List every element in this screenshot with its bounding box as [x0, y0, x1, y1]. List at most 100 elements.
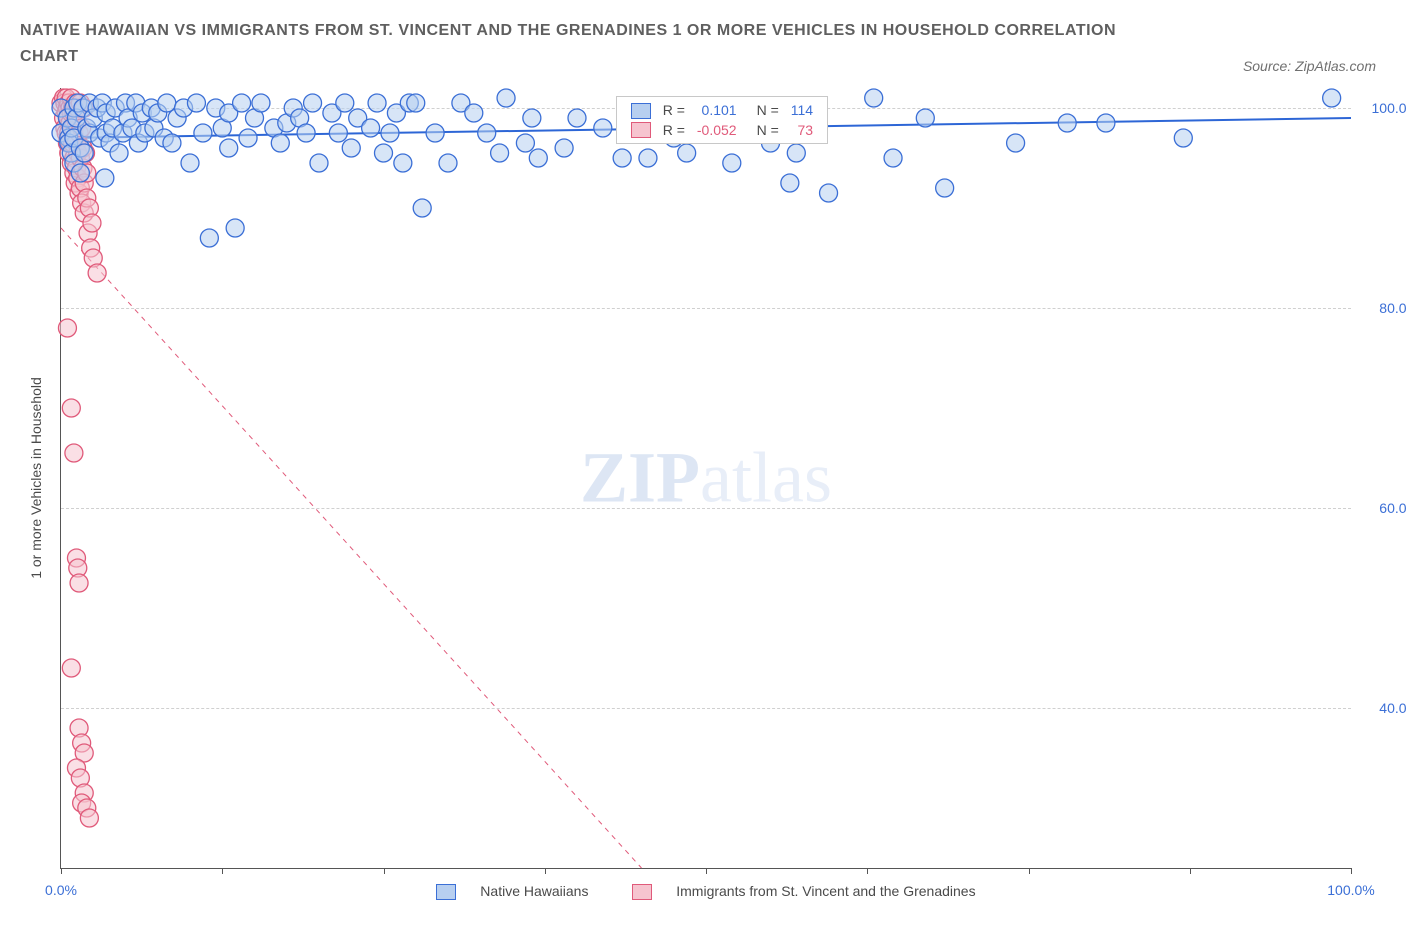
data-point [336, 94, 354, 112]
legend-item-1: Native Hawaiians [426, 883, 602, 899]
data-point [220, 139, 238, 157]
data-point [187, 94, 205, 112]
x-tick [867, 868, 868, 874]
data-point [516, 134, 534, 152]
r-value-1: 0.101 [691, 101, 743, 120]
data-point [200, 229, 218, 247]
data-point [426, 124, 444, 142]
data-point [787, 144, 805, 162]
data-point [781, 174, 799, 192]
data-point [329, 124, 347, 142]
data-point [639, 149, 657, 167]
x-tick [1351, 868, 1352, 874]
data-point [239, 129, 257, 147]
data-point [96, 169, 114, 187]
y-axis-label: 1 or more Vehicles in Household [28, 377, 44, 579]
data-point [62, 659, 80, 677]
x-tick [61, 868, 62, 874]
x-tick [545, 868, 546, 874]
data-point [75, 144, 93, 162]
x-tick-label: 100.0% [1327, 882, 1374, 898]
data-point [413, 199, 431, 217]
data-point [233, 94, 251, 112]
data-point [362, 119, 380, 137]
series-legend: Native Hawaiians Immigrants from St. Vin… [61, 883, 1351, 900]
data-point [88, 264, 106, 282]
n-label: N = [743, 120, 785, 139]
chart-svg [61, 88, 1351, 868]
data-point [568, 109, 586, 127]
data-point [181, 154, 199, 172]
source-attribution: Source: ZipAtlas.com [1243, 58, 1376, 74]
data-point [936, 179, 954, 197]
data-point [375, 144, 393, 162]
data-point [342, 139, 360, 157]
trend-line [61, 228, 642, 868]
data-point [478, 124, 496, 142]
data-point [407, 94, 425, 112]
swatch-series-2 [631, 122, 651, 138]
x-tick-label: 0.0% [45, 882, 77, 898]
data-point [368, 94, 386, 112]
data-point [83, 214, 101, 232]
data-point [439, 154, 457, 172]
data-point [1323, 89, 1341, 107]
data-point [304, 94, 322, 112]
data-point [1058, 114, 1076, 132]
correlation-table: R = 0.101 N = 114 R = -0.052 N = 73 [625, 101, 819, 140]
n-value-1: 114 [785, 101, 819, 120]
data-point [381, 124, 399, 142]
data-point [678, 144, 696, 162]
data-point [1174, 129, 1192, 147]
n-value-2: 73 [785, 120, 819, 139]
data-point [916, 109, 934, 127]
r-label: R = [657, 120, 691, 139]
x-tick [706, 868, 707, 874]
y-tick-label: 80.0% [1359, 300, 1406, 316]
x-tick [222, 868, 223, 874]
data-point [110, 144, 128, 162]
data-point [884, 149, 902, 167]
data-point [465, 104, 483, 122]
chart-title: NATIVE HAWAIIAN VS IMMIGRANTS FROM ST. V… [20, 18, 1146, 69]
correlation-row-2: R = -0.052 N = 73 [625, 120, 819, 139]
data-point [226, 219, 244, 237]
data-point [723, 154, 741, 172]
legend-label-1: Native Hawaiians [480, 883, 588, 899]
x-tick [384, 868, 385, 874]
data-point [594, 119, 612, 137]
swatch-series-1 [436, 884, 456, 900]
data-point [297, 124, 315, 142]
data-point [163, 134, 181, 152]
data-point [58, 319, 76, 337]
data-point [1097, 114, 1115, 132]
data-point [65, 444, 83, 462]
swatch-series-2 [632, 884, 652, 900]
n-label: N = [743, 101, 785, 120]
data-point [523, 109, 541, 127]
swatch-series-1 [631, 103, 651, 119]
data-point [71, 164, 89, 182]
data-point [194, 124, 212, 142]
x-tick [1190, 868, 1191, 874]
data-point [491, 144, 509, 162]
data-point [252, 94, 270, 112]
data-point [70, 574, 88, 592]
legend-label-2: Immigrants from St. Vincent and the Gren… [676, 883, 975, 899]
data-point [497, 89, 515, 107]
data-point [820, 184, 838, 202]
data-point [555, 139, 573, 157]
legend-item-2: Immigrants from St. Vincent and the Gren… [622, 883, 985, 899]
data-point [1007, 134, 1025, 152]
chart-container: NATIVE HAWAIIAN VS IMMIGRANTS FROM ST. V… [0, 0, 1406, 930]
data-point [613, 149, 631, 167]
data-point [529, 149, 547, 167]
y-tick-label: 100.0% [1359, 100, 1406, 116]
data-point [394, 154, 412, 172]
data-point [62, 399, 80, 417]
data-point [310, 154, 328, 172]
r-label: R = [657, 101, 691, 120]
x-tick [1029, 868, 1030, 874]
r-value-2: -0.052 [691, 120, 743, 139]
correlation-row-1: R = 0.101 N = 114 [625, 101, 819, 120]
